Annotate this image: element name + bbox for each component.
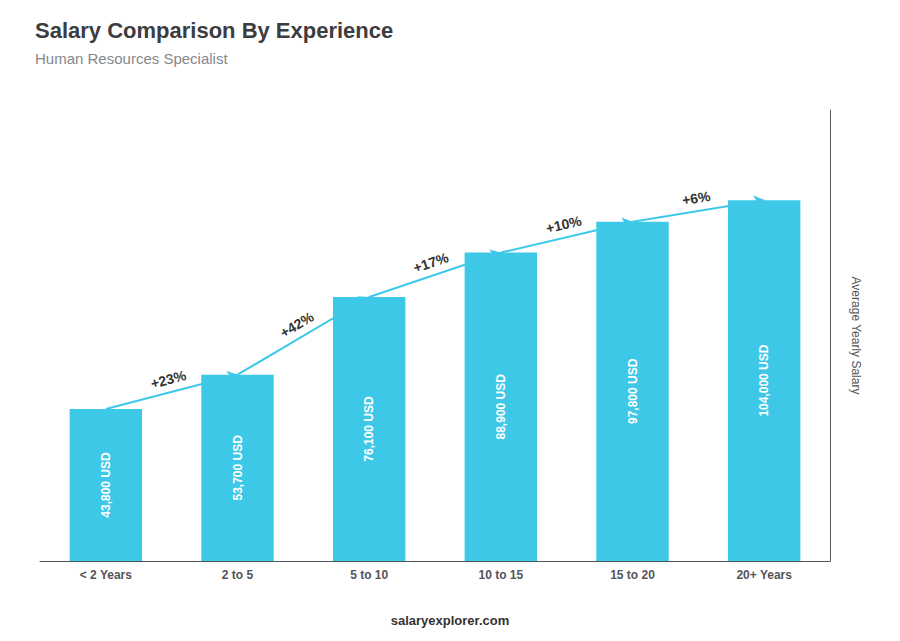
svg-text:Human Resources Specialist: Human Resources Specialist — [35, 50, 228, 67]
svg-text:salaryexplorer.com: salaryexplorer.com — [391, 613, 510, 628]
svg-text:2 to 5: 2 to 5 — [222, 568, 254, 582]
svg-text:Average Yearly Salary: Average Yearly Salary — [849, 277, 863, 395]
svg-text:+6%: +6% — [681, 188, 712, 208]
svg-text:10 to 15: 10 to 15 — [478, 568, 523, 582]
svg-text:< 2 Years: < 2 Years — [80, 568, 132, 582]
svg-text:+23%: +23% — [149, 367, 189, 392]
svg-text:20+ Years: 20+ Years — [736, 568, 792, 582]
svg-text:76,100 USD: 76,100 USD — [362, 396, 376, 462]
svg-text:53,700 USD: 53,700 USD — [231, 435, 245, 501]
svg-text:43,800 USD: 43,800 USD — [99, 452, 113, 518]
svg-text:+17%: +17% — [411, 249, 451, 276]
svg-text:15 to 20: 15 to 20 — [610, 568, 655, 582]
svg-text:+10%: +10% — [544, 212, 583, 236]
svg-text:97,800 USD: 97,800 USD — [626, 358, 640, 424]
svg-text:5 to 10: 5 to 10 — [350, 568, 388, 582]
svg-text:88,900 USD: 88,900 USD — [494, 374, 508, 440]
svg-text:Salary Comparison By Experienc: Salary Comparison By Experience — [35, 18, 393, 43]
svg-text:+42%: +42% — [277, 308, 317, 340]
svg-text:104,000 USD: 104,000 USD — [757, 344, 771, 416]
